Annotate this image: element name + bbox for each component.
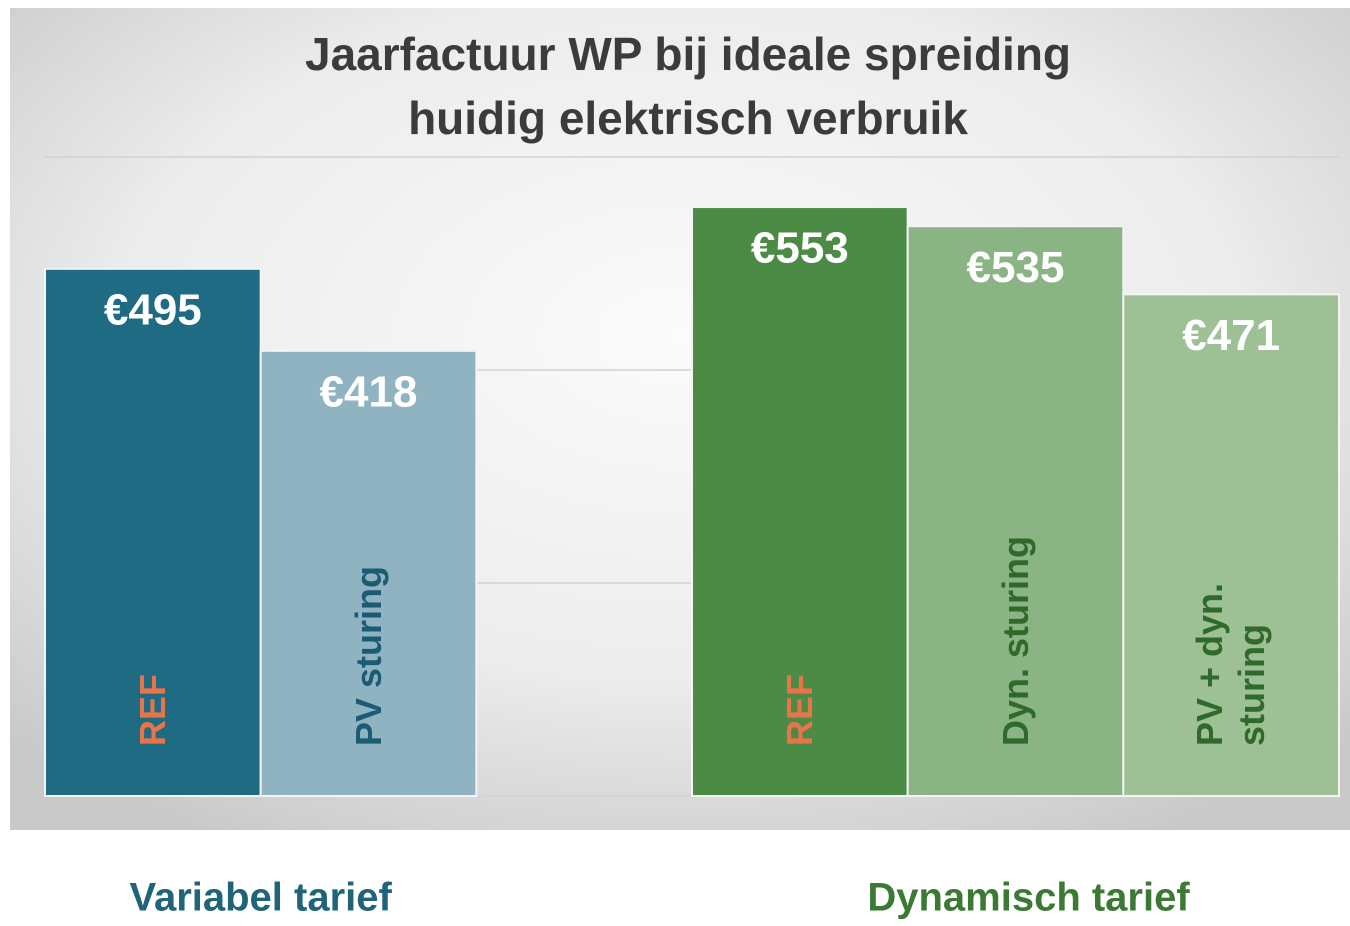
category-label: REF (778, 674, 820, 746)
category-label: PV sturing (347, 565, 389, 746)
group-label: Variabel tarief (129, 876, 392, 920)
category-label: REF (131, 674, 173, 746)
data-label: €495 (104, 285, 202, 334)
data-label: €471 (1182, 311, 1280, 360)
bar (906, 225, 1125, 798)
chart-title: Jaarfactuur WP bij ideale spreiding (305, 28, 1071, 80)
bar (691, 206, 909, 797)
category-label: PV + dyn. sturing (1189, 582, 1273, 746)
data-label: €535 (967, 243, 1065, 292)
bar (44, 267, 262, 797)
data-label: €553 (751, 224, 849, 273)
bar (259, 349, 478, 797)
category-label: Dyn. sturing (994, 535, 1036, 746)
data-label: €418 (320, 367, 418, 416)
group-label: Dynamisch tarief (867, 876, 1190, 920)
chart-subtitle: huidig elektrisch verbruik (408, 92, 968, 144)
bar (1122, 293, 1341, 797)
